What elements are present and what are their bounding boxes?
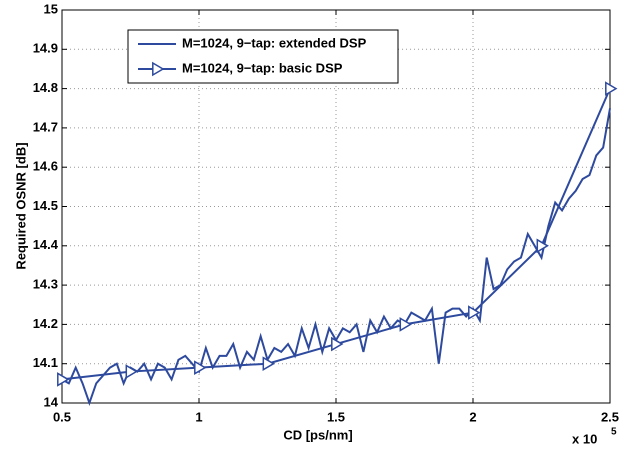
x-multiplier-exponent: 5: [611, 427, 617, 438]
y-tick-label: 14: [44, 394, 59, 409]
y-tick-label: 15: [44, 1, 58, 16]
marker: [399, 317, 412, 332]
marker: [536, 238, 549, 254]
x-axis-label: CD [ps/nm]: [283, 427, 352, 442]
marker: [125, 364, 138, 379]
legend-label: M=1024, 9−tap: basic DSP: [182, 60, 343, 75]
y-tick-label: 14.4: [33, 237, 59, 252]
plot-frame: [61, 9, 611, 404]
marker: [194, 360, 207, 375]
x-tick-label: 2: [469, 409, 476, 424]
legend-box: [127, 29, 399, 84]
y-tick-label: 14.2: [33, 316, 58, 331]
x-tick-label: 0.5: [53, 409, 71, 424]
x-tick-label: 1.5: [327, 409, 345, 424]
y-tick-label: 14.8: [33, 80, 58, 95]
marker: [468, 305, 481, 320]
y-tick-label: 14.3: [33, 277, 58, 292]
marker: [262, 356, 275, 372]
marker: [331, 336, 344, 352]
y-tick-label: 14.7: [33, 119, 58, 134]
y-tick-label: 14.5: [33, 198, 58, 213]
y-axis-label: Required OSNR [dB]: [13, 142, 28, 269]
legend-marker: [152, 61, 165, 77]
legend-label: M=1024, 9−tap: extended DSP: [182, 35, 367, 50]
marker: [57, 372, 70, 387]
x-tick-label: 1: [195, 409, 202, 424]
x-tick-label: 2.5: [601, 409, 619, 424]
x-multiplier: x 10: [572, 431, 597, 446]
marker: [605, 81, 618, 96]
y-tick-label: 14.9: [33, 41, 58, 56]
y-tick-label: 14.6: [33, 159, 58, 174]
y-tick-label: 14.1: [33, 355, 58, 370]
